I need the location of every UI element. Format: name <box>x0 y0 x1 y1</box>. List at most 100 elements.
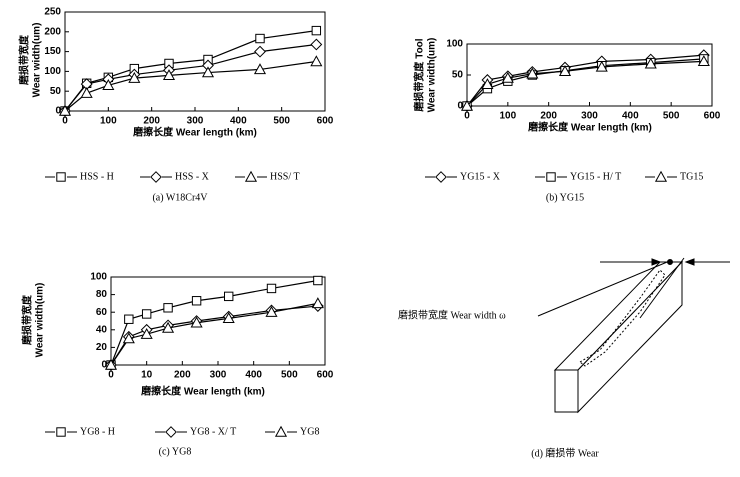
x-axis-label: 磨擦长度 Wear length (km) <box>527 121 652 134</box>
legend-marker <box>654 170 668 182</box>
x-tick-label: 100 <box>100 116 117 127</box>
y-tick-label: 200 <box>44 26 61 37</box>
legend-label: HSS - H <box>80 171 114 182</box>
data-point <box>266 283 277 294</box>
y-tick-label: 0 <box>101 360 107 371</box>
x-tick-label: 600 <box>704 111 721 122</box>
data-point <box>595 60 608 72</box>
data-point <box>104 358 118 370</box>
x-tick-label: 200 <box>143 116 160 127</box>
data-point <box>254 45 266 58</box>
x-tick-label: 0 <box>62 116 68 127</box>
data-point <box>310 38 323 51</box>
data-point <box>311 297 324 309</box>
legend-label: YG8 - X/ T <box>190 426 236 437</box>
series-line <box>64 60 317 112</box>
chart-caption: (b) YG15 <box>546 192 584 203</box>
legend-label: YG8 <box>300 426 319 437</box>
chart-caption: (a) W18Cr4V <box>152 192 208 203</box>
plot-frame <box>64 11 326 112</box>
data-point <box>190 316 203 328</box>
x-tick-label: 300 <box>210 370 227 381</box>
data-point <box>140 327 153 339</box>
data-point <box>124 314 134 324</box>
data-point <box>191 296 202 306</box>
y-axis-label: 磨损带宽度 Tool <box>413 38 426 112</box>
x-tick-label: 400 <box>245 370 262 381</box>
y-tick-label: 0 <box>55 106 61 117</box>
x-tick-label: 300 <box>187 116 204 127</box>
legend-marker <box>546 172 556 182</box>
legend-marker <box>274 425 288 437</box>
x-tick-label: 400 <box>230 116 247 127</box>
data-point <box>253 63 267 75</box>
chart-caption: (c) YG8 <box>159 446 192 457</box>
y-axis-label: Wear width(um) <box>427 38 438 113</box>
y-axis-label: Wear width(um) <box>32 23 43 98</box>
y-tick-label: 50 <box>50 86 62 97</box>
data-point <box>255 33 265 44</box>
data-point <box>141 309 152 319</box>
y-tick-label: 100 <box>446 39 463 50</box>
data-point <box>310 55 323 67</box>
y-tick-label: 250 <box>44 7 61 18</box>
y-tick-label: 20 <box>96 342 108 353</box>
y-tick-label: 40 <box>96 324 108 335</box>
data-point <box>265 305 278 317</box>
x-tick-label: 0 <box>108 370 114 381</box>
data-point <box>162 69 176 81</box>
legend-marker <box>165 426 177 438</box>
legend-marker <box>150 171 162 183</box>
series-line <box>110 279 318 366</box>
x-tick-label: 600 <box>317 116 334 127</box>
y-tick-label: 50 <box>452 70 464 81</box>
data-point <box>122 332 135 344</box>
diagram-caption: (d) 磨损带 Wear <box>531 446 599 459</box>
data-point <box>162 321 175 333</box>
x-tick-label: 500 <box>281 370 298 381</box>
legend-label: YG8 - H <box>80 426 115 437</box>
y-tick-label: 150 <box>44 46 61 57</box>
data-point <box>102 79 115 90</box>
y-axis-label: 磨损带宽度 <box>18 34 31 86</box>
x-tick-label: 10 <box>141 370 153 381</box>
series-line <box>64 30 317 112</box>
x-axis-label: 磨擦长度 Wear length (km) <box>132 126 257 139</box>
plot-frame <box>110 276 326 366</box>
legend-label: YG15 - X <box>460 171 501 182</box>
data-point <box>80 86 93 98</box>
legend-label: TG15 <box>680 171 703 182</box>
legend-marker <box>244 170 258 182</box>
data-point <box>201 66 215 78</box>
legend-marker <box>56 172 66 182</box>
series-line <box>64 43 317 112</box>
x-tick-label: 0 <box>464 111 470 122</box>
y-axis-label: 磨损带宽度 <box>21 294 34 346</box>
series-line <box>466 60 704 107</box>
y-tick-label: 80 <box>96 289 108 300</box>
data-point <box>481 78 494 89</box>
x-tick-label: 500 <box>663 111 680 122</box>
x-tick-label: 500 <box>273 116 290 127</box>
x-tick-label: 600 <box>317 370 334 381</box>
x-axis-label: 磨擦长度 Wear length (km) <box>140 385 265 398</box>
x-tick-label: 100 <box>499 111 516 122</box>
wear-diagram <box>537 257 730 414</box>
data-point <box>128 71 141 83</box>
data-point <box>222 312 235 324</box>
y-tick-label: 60 <box>96 307 108 318</box>
x-tick-label: 200 <box>540 111 557 122</box>
data-point <box>501 71 514 83</box>
data-point <box>313 275 323 286</box>
y-axis-label: Wear width(um) <box>35 283 46 358</box>
legend-marker <box>435 171 447 183</box>
y-tick-label: 100 <box>44 66 61 77</box>
diagram-label: 磨损带宽度 Wear width ω <box>398 308 506 321</box>
data-point <box>558 65 572 76</box>
x-tick-label: 300 <box>581 111 598 122</box>
data-point <box>311 25 322 36</box>
x-tick-label: 400 <box>622 111 639 122</box>
data-point <box>526 67 539 79</box>
legend-label: HSS - X <box>175 171 210 182</box>
